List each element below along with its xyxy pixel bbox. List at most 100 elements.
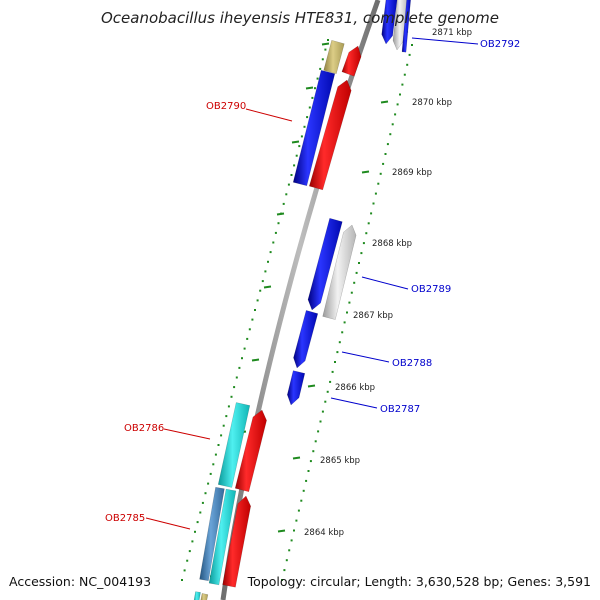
tick-dot-right — [343, 321, 346, 324]
gene-arrow-olive[interactable] — [200, 593, 209, 600]
tick-dot-left — [277, 222, 280, 225]
tick-dot-right — [391, 123, 394, 126]
gene-arrow-olive[interactable] — [323, 39, 345, 75]
tick-dot-left — [186, 559, 189, 562]
tick-dot-left — [201, 501, 204, 504]
gene-arrow-cyan[interactable] — [208, 488, 237, 586]
tick-dot-right — [370, 212, 373, 215]
major-tick — [251, 358, 260, 362]
tick-dot-left — [214, 453, 217, 456]
tick-dot-right — [293, 529, 295, 532]
tick-dot-left — [220, 434, 223, 437]
tick-dot-right — [372, 202, 375, 205]
major-tick — [292, 456, 301, 460]
tick-dot-left — [243, 347, 246, 350]
tick-dots — [181, 39, 413, 581]
tick-dot-left — [254, 309, 256, 311]
tick-dot-left — [285, 193, 288, 196]
gene-arrow-blue[interactable] — [292, 69, 336, 187]
tick-dot-left — [324, 48, 327, 51]
tick-dot-right — [377, 182, 380, 185]
kbp-label-2866: 2866 kbp — [335, 383, 375, 393]
major-tick — [291, 140, 300, 144]
gene-arrow-gray[interactable] — [322, 224, 357, 320]
major-tick — [263, 285, 272, 289]
gene-arrow-red[interactable] — [234, 409, 267, 493]
tick-dot-left — [227, 405, 230, 408]
gene-arrow-cyan[interactable] — [217, 402, 251, 488]
tick-dot-left — [256, 299, 259, 302]
tick-dot-left — [209, 472, 212, 475]
label-leader-line — [245, 108, 293, 122]
tick-dot-right — [396, 103, 399, 106]
gene-arrow-blue[interactable] — [381, 0, 398, 45]
kbp-label-2871: 2871 kbp — [432, 28, 472, 38]
major-tick — [361, 170, 370, 174]
tick-dot-left — [248, 328, 251, 331]
gene-label-ob2790[interactable]: OB2790 — [206, 101, 246, 112]
label-leader-lines — [145, 37, 479, 530]
gene-arrow-blue[interactable] — [307, 217, 343, 311]
tick-dot-right — [394, 113, 397, 116]
tick-dot-right — [360, 252, 363, 255]
gene-label-ob2785[interactable]: OB2785 — [105, 513, 145, 524]
tick-dot-right — [321, 410, 324, 413]
tick-dot-left — [290, 174, 293, 176]
tick-dot-right — [288, 549, 291, 552]
tick-dot-right — [355, 271, 358, 274]
tick-dot-left — [204, 492, 207, 495]
major-tick — [305, 86, 314, 90]
tick-dot-right — [297, 509, 300, 512]
gene-label-ob2786[interactable]: OB2786 — [124, 423, 164, 434]
gene-arrow-blue[interactable] — [401, 0, 411, 53]
gene-arrow-gray[interactable] — [392, 0, 408, 51]
label-leader-line — [145, 517, 191, 530]
tick-dot-right — [348, 301, 351, 304]
gene-label-ob2789[interactable]: OB2789 — [411, 284, 451, 295]
tick-dot-left — [217, 444, 220, 446]
tick-dot-right — [411, 44, 413, 46]
gene-arrow-blue[interactable] — [287, 370, 306, 406]
tick-dot-right — [353, 281, 356, 284]
major-tick — [307, 384, 316, 388]
tick-dot-right — [399, 93, 401, 96]
tick-dot-left — [269, 251, 272, 254]
tick-dot-right — [331, 370, 334, 373]
major-tick — [277, 529, 286, 533]
gene-label-ob2792[interactable]: OB2792 — [480, 39, 520, 50]
tick-dot-right — [319, 420, 322, 423]
tick-dot-left — [311, 96, 314, 99]
tick-dot-left — [261, 280, 264, 283]
tick-dot-right — [302, 489, 305, 492]
tick-dot-left — [306, 116, 309, 119]
tick-dot-left — [238, 366, 241, 369]
tick-dot-left — [181, 579, 183, 581]
tick-dot-left — [287, 183, 290, 186]
kbp-label-2868: 2868 kbp — [372, 239, 412, 249]
tick-dot-left — [264, 270, 267, 273]
kbp-label-2870: 2870 kbp — [412, 98, 452, 108]
kbp-label-2865: 2865 kbp — [320, 456, 360, 466]
genes — [193, 0, 411, 600]
gene-arrow-blue[interactable] — [293, 310, 319, 369]
tick-dot-right — [295, 519, 298, 522]
major-tick — [321, 42, 330, 46]
label-leader-line — [411, 37, 479, 45]
gene-arrow-cyan[interactable] — [193, 591, 201, 600]
gene-label-ob2787[interactable]: OB2787 — [380, 404, 420, 415]
gene-arrow-steel[interactable] — [199, 486, 225, 582]
tick-dot-right — [336, 351, 339, 354]
tick-dot-left — [321, 58, 324, 61]
kbp-label-2864: 2864 kbp — [304, 528, 344, 538]
gene-arrow-red[interactable] — [222, 495, 251, 588]
tick-dot-left — [272, 241, 275, 244]
tick-dot-left — [319, 67, 322, 70]
tick-dot-left — [222, 424, 225, 427]
tick-dot-right — [386, 143, 389, 146]
label-leader-line — [361, 276, 409, 290]
gene-label-ob2788[interactable]: OB2788 — [392, 358, 432, 369]
gene-arrow-red[interactable] — [308, 79, 352, 191]
label-leader-line — [341, 351, 390, 363]
gene-arrow-red[interactable] — [341, 45, 362, 77]
